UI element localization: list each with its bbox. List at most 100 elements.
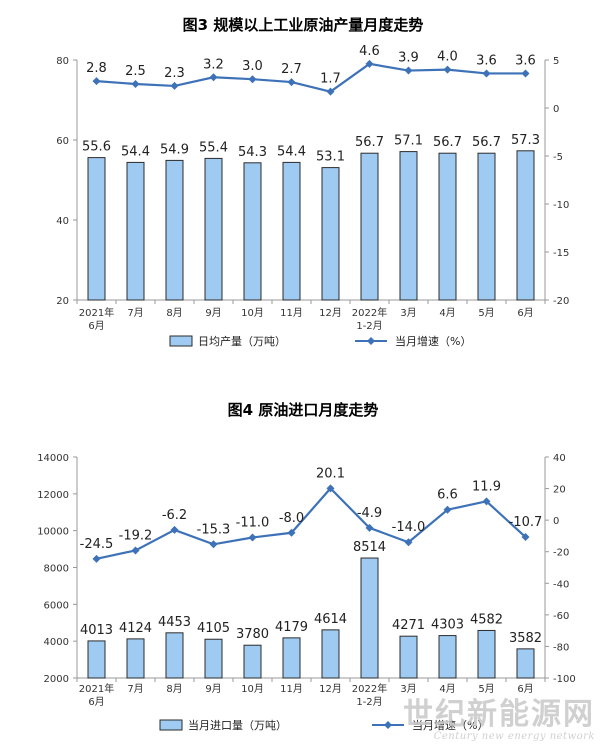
bar <box>165 159 184 301</box>
x-tick-label: 6月 <box>517 683 533 695</box>
growth-value-label: -24.5 <box>80 537 114 552</box>
right-tick-label: -60 <box>553 611 569 622</box>
x-tick-label: 2022年 <box>352 682 387 695</box>
bar <box>438 152 457 301</box>
left-tick-label: 80 <box>56 56 69 67</box>
bar-value-label: 3780 <box>236 627 269 642</box>
legend-bar-swatch <box>159 719 183 731</box>
bar-value-label: 55.6 <box>82 140 111 155</box>
x-tick-label: 11月 <box>280 307 303 319</box>
bar <box>126 161 145 301</box>
growth-value-label: 20.1 <box>316 466 345 481</box>
left-tick-label: 2000 <box>44 674 69 685</box>
x-tick-label: 3月 <box>400 307 416 319</box>
growth-value-label: 3.2 <box>203 57 224 72</box>
left-tick-label: 40 <box>56 216 69 227</box>
bar-value-label: 4013 <box>80 623 113 638</box>
x-tick-label: 2021年 <box>79 306 114 319</box>
x-tick-label: 10月 <box>241 683 264 695</box>
growth-value-label: -14.0 <box>392 520 426 535</box>
bar <box>516 150 535 301</box>
bar-value-label: 54.9 <box>160 142 189 157</box>
bar <box>165 632 184 679</box>
x-tick-label: 8月 <box>166 683 182 695</box>
growth-value-label: 3.6 <box>476 53 497 68</box>
right-tick-label: 0 <box>553 104 559 115</box>
growth-value-label: -11.0 <box>236 516 270 531</box>
left-tick-label: 4000 <box>44 637 69 648</box>
bar-value-label: 4453 <box>158 615 191 630</box>
growth-value-label: 2.7 <box>281 62 302 77</box>
right-tick-label: 5 <box>553 56 559 67</box>
x-tick-label: 11月 <box>280 683 303 695</box>
growth-value-label: 3.9 <box>398 51 419 66</box>
growth-marker <box>131 546 140 555</box>
growth-marker <box>482 497 491 506</box>
x-tick-label: 6月 <box>88 320 104 332</box>
bar <box>360 152 379 301</box>
bar-value-label: 4614 <box>314 612 347 627</box>
growth-marker <box>92 554 101 563</box>
bar <box>87 640 106 679</box>
chart-crude-output: 图3 规模以上工业原油产量月度走势 20 40 60 80 5 0 -5 -10 -15 -20 20… <box>56 16 569 348</box>
bar <box>477 629 496 679</box>
bar-value-label: 4582 <box>470 612 503 627</box>
right-tick-label: 40 <box>553 453 566 464</box>
growth-value-label: 11.9 <box>472 479 501 494</box>
left-tick-label: 10000 <box>37 527 69 538</box>
growth-marker <box>404 66 413 75</box>
growth-marker <box>365 59 374 68</box>
right-tick-label: 0 <box>553 516 559 527</box>
right-tick-label: 20 <box>553 485 566 496</box>
growth-marker <box>326 484 335 493</box>
growth-value-label: 2.8 <box>86 61 107 76</box>
bar <box>243 162 262 301</box>
legend-bar-label: 日均产量（万吨） <box>198 334 286 348</box>
growth-marker <box>287 528 296 537</box>
growth-value-label: -6.2 <box>162 508 187 523</box>
growth-marker <box>443 65 452 74</box>
growth-marker <box>521 533 530 542</box>
bar <box>204 638 223 679</box>
growth-value-label: 3.0 <box>242 59 263 74</box>
bar-value-label: 56.7 <box>355 135 384 150</box>
bar <box>360 557 379 679</box>
bar-value-label: 3582 <box>509 631 542 646</box>
bar-value-label: 56.7 <box>472 135 501 150</box>
bar <box>399 151 418 301</box>
left-tick-label: 20 <box>56 296 69 307</box>
growth-marker <box>209 540 218 549</box>
growth-value-label: 1.7 <box>320 72 341 87</box>
growth-marker <box>131 80 140 88</box>
left-tick-label: 8000 <box>44 564 69 575</box>
bar-value-label: 4303 <box>431 618 464 633</box>
growth-marker <box>365 523 374 532</box>
x-tick-label: 1-2月 <box>356 696 382 708</box>
x-tick-label: 9月 <box>205 307 221 319</box>
growth-value-label: 2.5 <box>125 64 146 79</box>
growth-value-label: -19.2 <box>119 528 153 543</box>
bar <box>321 629 340 679</box>
bar-value-label: 53.1 <box>316 150 345 165</box>
bar-value-label: 57.1 <box>394 134 423 149</box>
growth-marker <box>443 505 452 514</box>
bar <box>438 635 457 679</box>
x-tick-label: 10月 <box>241 307 264 319</box>
bar-value-label: 4105 <box>197 621 230 636</box>
x-tick-label: 9月 <box>205 683 221 695</box>
bar <box>399 635 418 679</box>
bar <box>282 637 301 679</box>
growth-marker <box>170 81 179 90</box>
legend-bar-swatch <box>169 335 193 347</box>
x-tick-label: 5月 <box>478 307 494 319</box>
growth-value-label: -10.7 <box>509 515 543 530</box>
x-tick-label: 12月 <box>319 683 342 695</box>
bar <box>477 152 496 301</box>
bar <box>87 157 106 301</box>
x-tick-label: 2021年 <box>79 682 114 695</box>
x-tick-label: 1-2月 <box>356 320 382 332</box>
bar <box>243 644 262 679</box>
right-tick-label: -20 <box>553 296 569 307</box>
left-tick-label: 12000 <box>37 490 69 501</box>
